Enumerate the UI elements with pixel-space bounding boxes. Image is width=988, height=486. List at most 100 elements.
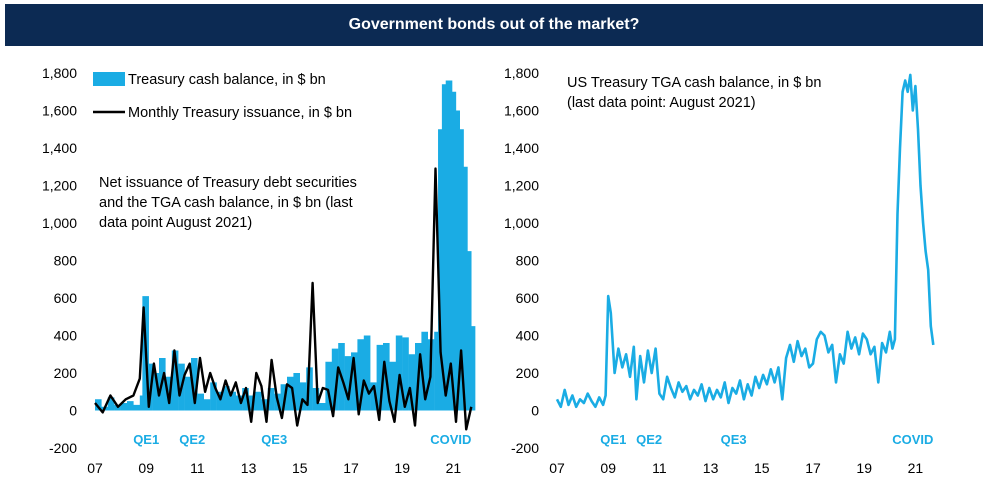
right-ytick-label: 1,200 — [504, 178, 539, 194]
left-event-label: COVID — [430, 432, 471, 447]
right-event-label: COVID — [892, 432, 933, 447]
left-annotation-line: data point August 2021) — [99, 215, 252, 231]
left-tga-bar — [449, 91, 457, 411]
left-tga-bar — [434, 331, 441, 411]
left-tga-bar — [242, 388, 249, 411]
right-event-label: QE1 — [600, 432, 626, 447]
left-ytick-label: 1,600 — [42, 103, 77, 119]
left-tga-bar — [457, 129, 464, 411]
left-tga-bar — [331, 348, 339, 411]
right-ytick-label: 400 — [516, 328, 540, 344]
left-xtick-label: 17 — [343, 460, 359, 476]
left-tga-bar — [389, 361, 396, 411]
left-ytick-label: 800 — [54, 253, 78, 269]
left-tga-bar — [376, 344, 384, 411]
right-ytick-label: 1,000 — [504, 215, 539, 231]
left-tga-bar — [370, 382, 377, 411]
right-xtick-label: 11 — [652, 460, 667, 476]
left-legend-tga-label: Treasury cash balance, in $ bn — [128, 72, 326, 88]
right-tga-line — [555, 73, 935, 409]
left-issuance-line — [94, 167, 473, 431]
left-tga-bar — [464, 251, 472, 411]
left-tga-bar — [255, 391, 262, 411]
left-tga-bar — [395, 335, 403, 411]
left-ytick-label: 600 — [54, 290, 78, 306]
left-tga-bar — [197, 393, 204, 411]
left-ytick-label: 200 — [54, 365, 78, 381]
right-ytick-label: 1,400 — [504, 140, 539, 156]
left-tga-bar — [299, 382, 307, 411]
right-ytick-label: 1,600 — [504, 103, 539, 119]
left-tga-bar — [216, 391, 224, 411]
left-tga-bar — [146, 363, 153, 411]
left-ytick-label: 0 — [69, 403, 77, 419]
right-event-label: QE3 — [721, 432, 747, 447]
right-ytick-label: 200 — [516, 365, 540, 381]
left-tga-bar — [184, 376, 192, 411]
left-ytick-label: 1,000 — [42, 215, 77, 231]
left-tga-bar — [120, 403, 128, 411]
right-ytick-label: 0 — [531, 403, 539, 419]
left-event-label: QE2 — [179, 432, 205, 447]
right-annotation-line: (last data point: August 2021) — [567, 95, 756, 111]
right-event-label: QE2 — [636, 432, 662, 447]
left-tga-bar — [191, 358, 198, 411]
left-event-label: QE3 — [261, 432, 287, 447]
left-tga-bar — [461, 166, 468, 411]
left-tga-bar — [95, 399, 102, 411]
left-xtick-label: 19 — [394, 460, 410, 476]
left-annotation-line: and the TGA cash balance, in $ bn (last — [99, 195, 353, 211]
left-tga-bar — [408, 354, 416, 411]
right-xtick-label: 19 — [856, 460, 872, 476]
left-tga-bar — [133, 404, 140, 411]
right-xtick-label: 15 — [754, 460, 770, 476]
chart-title: Government bonds out of the market? — [348, 16, 640, 33]
left-tga-bar — [235, 395, 243, 411]
left-tga-bar — [445, 80, 453, 411]
left-tga-bar — [357, 339, 364, 411]
left-tga-bar — [223, 386, 230, 411]
left-tga-bar — [210, 382, 217, 411]
left-tga-bar — [287, 376, 294, 411]
left-tga-bar — [421, 331, 428, 411]
left-tga-bar — [127, 401, 134, 411]
left-legend-issuance-label: Monthly Treasury issuance, in $ bn — [128, 105, 352, 121]
left-xtick-label: 11 — [190, 460, 205, 476]
left-tga-bar — [171, 350, 179, 411]
left-tga-bar — [203, 399, 211, 411]
left-tga-bar — [344, 356, 352, 411]
left-tga-bar — [293, 373, 300, 411]
left-xtick-label: 07 — [87, 460, 103, 476]
left-event-label: QE1 — [133, 432, 159, 447]
right-ytick-label: 1,800 — [504, 65, 539, 81]
left-tga-bar — [363, 335, 371, 411]
left-ytick-label: 400 — [54, 328, 78, 344]
left-ytick-label: -200 — [49, 440, 77, 456]
right-xtick-label: 17 — [805, 460, 821, 476]
left-tga-bar — [319, 403, 326, 411]
right-annotation-line: US Treasury TGA cash balance, in $ bn — [567, 75, 821, 91]
left-annotation-line: Net issuance of Treasury debt securities — [99, 175, 357, 191]
right-xtick-label: 07 — [549, 460, 565, 476]
right-xtick-label: 13 — [703, 460, 719, 476]
left-legend-tga-swatch — [93, 72, 125, 86]
left-tga-bar — [351, 352, 358, 411]
left-tga-bar — [325, 361, 332, 411]
right-ytick-label: 800 — [516, 253, 540, 269]
left-tga-bar — [267, 388, 275, 411]
left-tga-bar — [229, 391, 236, 411]
left-ytick-label: 1,200 — [42, 178, 77, 194]
chart-title-bar: Government bonds out of the market? — [5, 4, 983, 46]
left-tga-bar — [468, 326, 476, 411]
left-tga-bar — [306, 367, 313, 411]
left-tga-bar — [441, 84, 449, 411]
left-ytick-label: 1,400 — [42, 140, 77, 156]
left-tga-bar — [402, 337, 409, 411]
left-tga-bar — [453, 110, 460, 411]
left-xtick-label: 15 — [292, 460, 308, 476]
right-ytick-label: 600 — [516, 290, 540, 306]
right-xtick-label: 09 — [600, 460, 616, 476]
right-ytick-label: -200 — [511, 440, 539, 456]
left-xtick-label: 13 — [241, 460, 257, 476]
